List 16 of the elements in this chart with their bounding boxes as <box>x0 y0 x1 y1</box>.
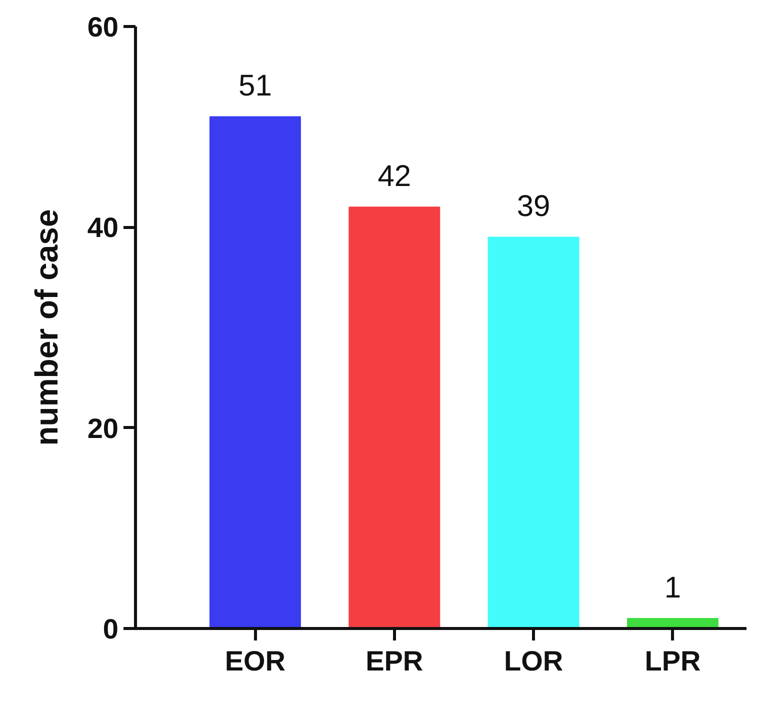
data-label: 1 <box>664 571 682 604</box>
x-tick-label: LOR <box>504 646 564 676</box>
x-tick-label: EOR <box>224 646 286 676</box>
x-tick-label: LPR <box>644 646 701 676</box>
bar <box>209 116 301 628</box>
y-axis-title: number of case <box>28 209 64 446</box>
data-label: 51 <box>238 70 272 103</box>
x-tick-label: EPR <box>366 646 424 676</box>
data-label: 42 <box>378 160 412 194</box>
data-label: 39 <box>516 190 550 224</box>
bar <box>348 206 440 628</box>
y-tick-label: 0 <box>102 614 119 644</box>
bar <box>488 236 580 628</box>
y-tick-label: 60 <box>87 12 119 42</box>
y-tick-label: 40 <box>87 212 119 244</box>
y-tick-label: 20 <box>87 412 119 444</box>
